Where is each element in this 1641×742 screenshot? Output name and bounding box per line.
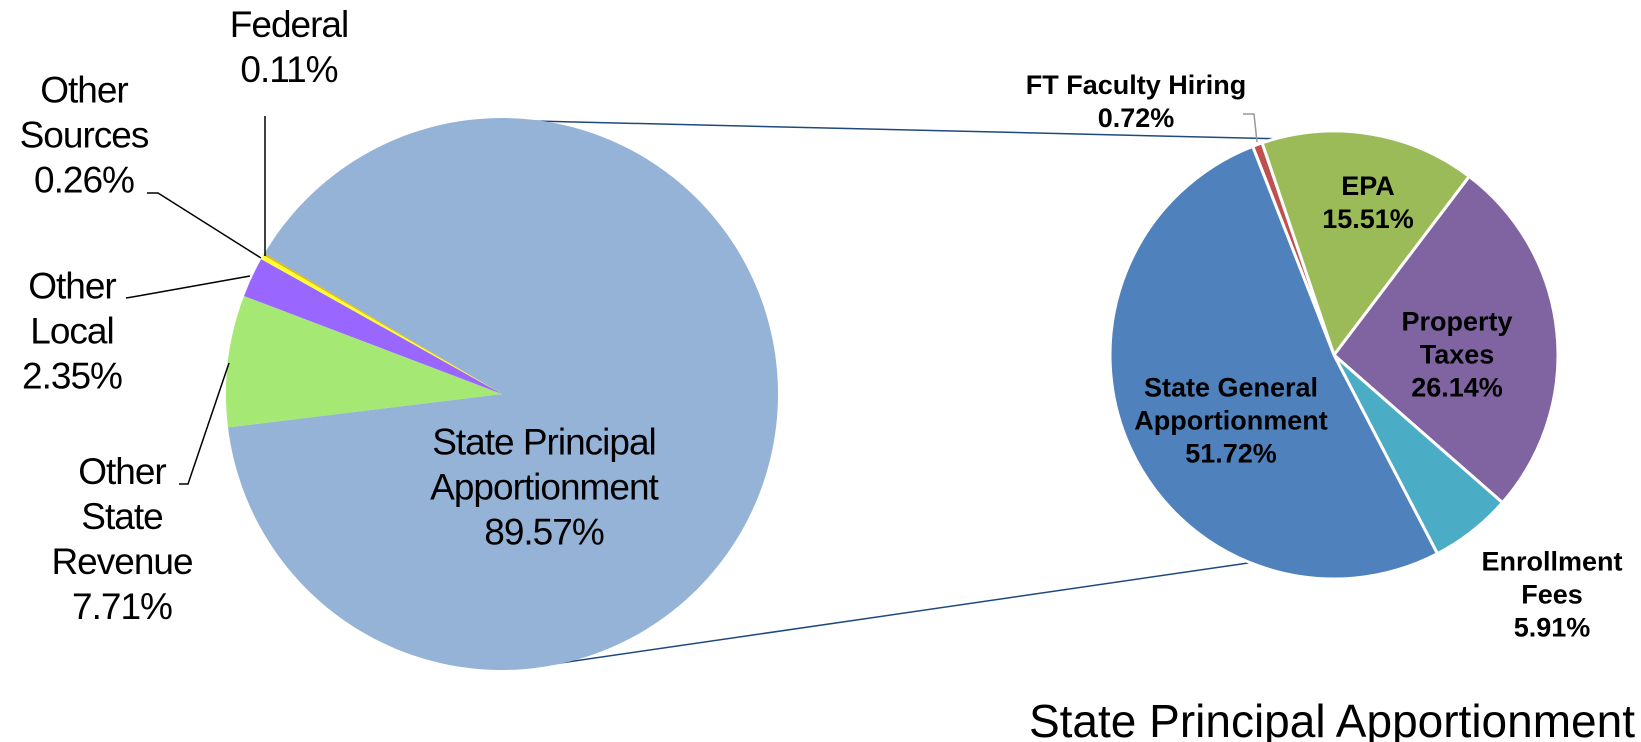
value-label: 5.91% [1513, 612, 1591, 643]
slice-label: EPA 15.51% [1308, 170, 1428, 236]
connectors [525, 120, 1287, 669]
pies [226, 117, 1560, 671]
connector-line [525, 560, 1263, 669]
pie-slice [1108, 144, 1439, 581]
category-label: FT Faculty Hiring [1025, 70, 1247, 101]
value-label: 7.71% [72, 586, 173, 628]
value-label: 0.26% [34, 159, 135, 201]
category-label: State Principal Apportionment [430, 421, 659, 508]
chart-title: State Principal Apportionment [1028, 695, 1635, 742]
value-label: 51.72% [1185, 438, 1277, 469]
category-label: Other Local [28, 265, 117, 352]
category-label: EPA [1341, 171, 1395, 202]
leader-line [125, 275, 251, 299]
category-label: Other State Revenue [51, 450, 193, 582]
value-label: 89.57% [484, 511, 605, 553]
pie-slice [244, 259, 502, 394]
category-label: Property Taxes [1401, 306, 1513, 370]
leader-line [1243, 113, 1258, 143]
value-label: 0.11% [240, 49, 338, 90]
pie-slice [226, 295, 502, 428]
value-label: 2.35% [22, 355, 123, 397]
leader-lines [125, 113, 1258, 485]
slice-label: Other Sources 0.26% [9, 67, 159, 202]
slice-label: State General Apportionment 51.72% [1111, 372, 1351, 471]
slice-label: Other State Revenue 7.71% [35, 449, 210, 630]
value-label: 26.14% [1411, 372, 1503, 403]
pie-slice [263, 253, 502, 394]
slice-label: FT Faculty Hiring 0.72% [976, 69, 1296, 135]
category-label: Federal [229, 3, 349, 45]
pie-slice [1260, 129, 1471, 357]
value-label: 0.72% [1097, 103, 1175, 133]
slice-label: State Principal Apportionment 89.57% [399, 419, 689, 554]
slice-label: Enrollment Fees 5.91% [1462, 546, 1641, 645]
pie-slice [1332, 174, 1560, 505]
leader-line [147, 192, 262, 259]
slice-label: Property Taxes 26.14% [1377, 306, 1537, 405]
slice-label: Federal 0.11% [214, 2, 364, 92]
value-label: 15.51% [1322, 204, 1414, 234]
pie-slice [261, 255, 502, 394]
pie-slice [228, 117, 778, 671]
category-label: Other Sources [19, 69, 150, 156]
category-label: State General Apportionment [1134, 372, 1328, 436]
connector-line [533, 120, 1287, 140]
category-label: Enrollment Fees [1481, 546, 1623, 610]
leader-line [179, 362, 230, 485]
slice-label: Other Local 2.35% [5, 263, 140, 398]
